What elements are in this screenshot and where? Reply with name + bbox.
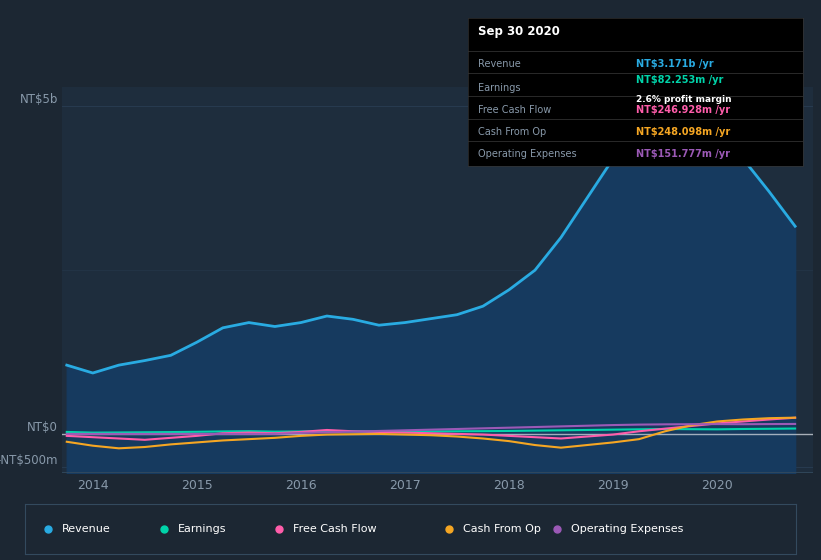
Text: Revenue: Revenue: [62, 524, 110, 534]
Text: 2.6% profit margin: 2.6% profit margin: [635, 95, 732, 104]
Text: Operating Expenses: Operating Expenses: [478, 149, 576, 159]
Text: NT$248.098m /yr: NT$248.098m /yr: [635, 127, 730, 137]
Text: Earnings: Earnings: [177, 524, 226, 534]
Text: NT$82.253m /yr: NT$82.253m /yr: [635, 75, 722, 85]
Text: Sep 30 2020: Sep 30 2020: [478, 25, 560, 39]
Text: NT$0: NT$0: [27, 421, 57, 434]
Text: NT$5b: NT$5b: [20, 94, 57, 106]
Text: NT$151.777m /yr: NT$151.777m /yr: [635, 149, 730, 159]
Text: Cash From Op: Cash From Op: [463, 524, 541, 534]
Text: NT$246.928m /yr: NT$246.928m /yr: [635, 105, 730, 115]
Text: Free Cash Flow: Free Cash Flow: [293, 524, 377, 534]
Text: Earnings: Earnings: [478, 82, 521, 92]
Text: Cash From Op: Cash From Op: [478, 127, 546, 137]
Text: Operating Expenses: Operating Expenses: [571, 524, 683, 534]
Text: Revenue: Revenue: [478, 59, 521, 69]
Text: -NT$500m: -NT$500m: [0, 454, 57, 466]
Text: Free Cash Flow: Free Cash Flow: [478, 105, 551, 115]
Text: NT$3.171b /yr: NT$3.171b /yr: [635, 59, 713, 69]
